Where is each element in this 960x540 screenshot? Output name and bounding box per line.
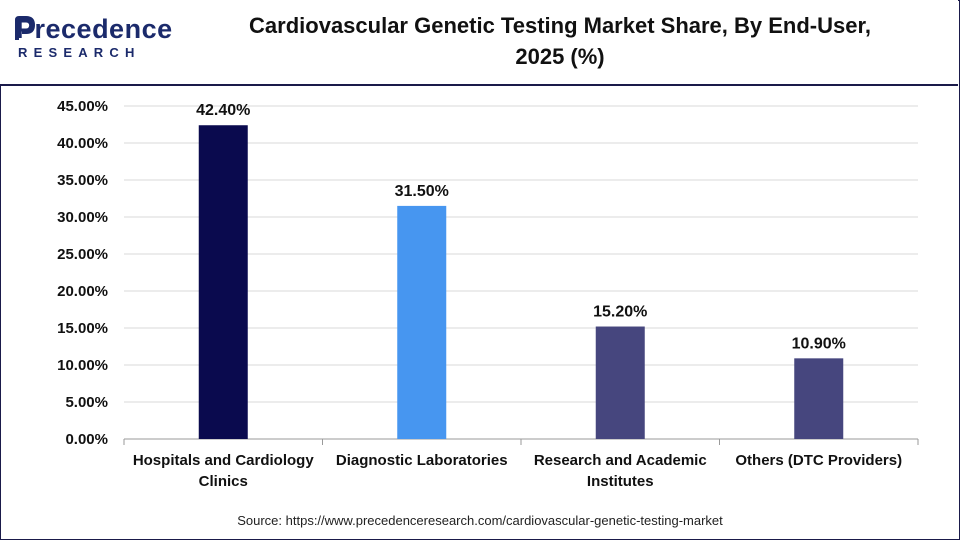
chart-title: Cardiovascular Genetic Testing Market Sh…: [190, 10, 930, 72]
x-category-label: Hospitals and Cardiology: [133, 452, 315, 469]
data-label: 42.40%: [196, 102, 250, 119]
brand-logo: Precedence RESEARCH: [15, 14, 172, 66]
bar: [198, 125, 248, 440]
header: Precedence RESEARCH Cardiovascular Genet…: [0, 0, 958, 86]
x-category-label: Clinics: [199, 473, 248, 490]
y-tick-label: 40.00%: [57, 135, 108, 152]
data-label: 15.20%: [593, 304, 647, 321]
y-tick-label: 35.00%: [57, 172, 108, 189]
y-tick-label: 25.00%: [57, 246, 108, 263]
x-category-label: Diagnostic Laboratories: [336, 452, 508, 469]
bar: [595, 326, 645, 439]
logo-mark-icon: [15, 16, 36, 40]
bar: [397, 205, 447, 439]
x-category-label: Research and Academic: [534, 452, 707, 469]
data-label: 31.50%: [395, 183, 449, 200]
y-tick-label: 15.00%: [57, 320, 108, 337]
bar: [794, 358, 844, 439]
source-note: Source: https://www.precedenceresearch.c…: [237, 513, 723, 528]
bar-chart: 0.00% 5.00% 10.00% 15.00% 20.00% 25.00% 30.00%…: [57, 98, 919, 490]
x-category-label: Institutes: [587, 473, 654, 490]
brand-name: Precedence: [16, 14, 173, 44]
chart-title-line-1: Cardiovascular Genetic Testing Market Sh…: [249, 13, 871, 38]
y-tick-label: 20.00%: [57, 283, 108, 300]
y-tick-label: 10.00%: [57, 357, 108, 374]
y-tick-label: 0.00%: [65, 431, 108, 448]
y-tick-label: 45.00%: [57, 98, 108, 115]
y-tick-label: 5.00%: [65, 394, 108, 411]
y-tick-label: 30.00%: [57, 209, 108, 226]
chart-title-line-2: 2025 (%): [515, 44, 605, 69]
brand-subname: RESEARCH: [18, 45, 141, 60]
x-category-label: Others (DTC Providers): [735, 452, 902, 469]
data-label: 10.90%: [792, 335, 846, 352]
